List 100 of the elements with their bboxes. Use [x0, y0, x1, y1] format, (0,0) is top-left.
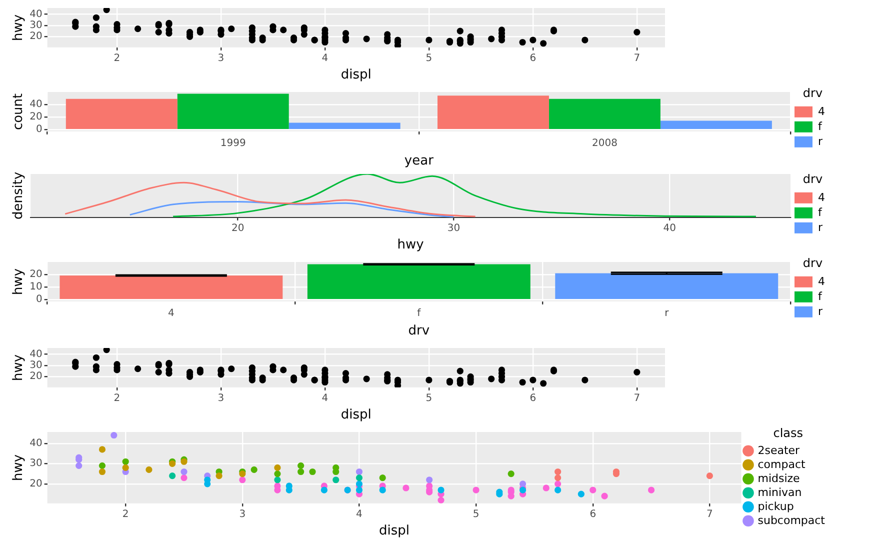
legend-title: drv — [802, 172, 823, 186]
point — [274, 476, 281, 484]
point — [274, 464, 281, 471]
point — [356, 474, 363, 482]
point — [542, 484, 550, 492]
y-tick-label: 20 — [30, 478, 42, 490]
legend-label: 4 — [818, 190, 825, 204]
legend-label: minivan — [758, 486, 802, 499]
point — [356, 486, 363, 494]
point — [110, 432, 118, 439]
y-tick-label: 0 — [36, 294, 42, 306]
y-tick-label: 20 — [30, 31, 42, 42]
point — [274, 470, 281, 478]
legend-label: f — [818, 120, 823, 133]
legend-title: class — [773, 426, 804, 440]
legend-label: 2seater — [758, 444, 800, 457]
legend-label: compact — [758, 458, 806, 471]
y-axis-title: hwy — [11, 268, 26, 295]
x-tick-label: 3 — [239, 508, 246, 520]
x-tick-label: f — [417, 308, 422, 319]
x-tick-label: 2 — [114, 392, 120, 404]
point — [169, 472, 176, 480]
legend-label: subcompact — [758, 514, 826, 527]
y-tick-label: 30 — [30, 20, 42, 32]
point — [98, 462, 106, 469]
point — [426, 476, 433, 484]
point — [438, 496, 444, 504]
point — [216, 472, 222, 480]
point — [508, 470, 514, 478]
x-tick-label: 5 — [426, 52, 432, 64]
bar — [66, 98, 178, 130]
y-axis-title: hwy — [11, 454, 26, 481]
point — [250, 466, 258, 474]
legend-label: f — [818, 290, 823, 303]
point — [180, 474, 188, 482]
y-tick-label: 20 — [30, 371, 42, 382]
x-tick-label: 2008 — [592, 138, 618, 149]
x-tick-label: 40 — [663, 222, 676, 234]
x-tick-label: 5 — [472, 508, 480, 520]
y-tick-label: 20 — [30, 112, 42, 123]
legend-title: drv — [802, 86, 823, 100]
bar — [177, 94, 289, 130]
point — [356, 468, 363, 476]
x-tick-label: 4 — [356, 508, 362, 520]
y-tick-label: 0 — [36, 124, 42, 136]
point — [239, 476, 246, 484]
bar — [660, 120, 772, 130]
x-tick-label: 30 — [447, 222, 460, 234]
point — [554, 474, 562, 482]
y-tick-label: 40 — [30, 8, 42, 20]
x-tick-label: 4 — [322, 52, 328, 64]
y-tick-label: 10 — [30, 282, 42, 293]
point — [122, 464, 129, 471]
point — [519, 480, 526, 488]
y-axis-title: count — [11, 93, 26, 130]
point — [578, 490, 584, 498]
y-axis-title: hwy — [11, 354, 26, 381]
y-tick-label: 40 — [30, 438, 42, 449]
x-tick-label: 1999 — [220, 138, 246, 149]
point — [146, 466, 152, 474]
point — [320, 486, 328, 494]
point — [472, 486, 480, 494]
x-tick-label: 2 — [114, 52, 120, 64]
legend-label: f — [818, 206, 823, 219]
point — [590, 486, 596, 494]
point — [298, 468, 304, 476]
x-tick-label: 6 — [530, 392, 536, 404]
x-tick-label: 20 — [231, 222, 244, 234]
point — [332, 464, 340, 471]
x-tick-label: 7 — [634, 52, 640, 64]
legend-title: drv — [802, 256, 823, 270]
x-tick-label: 7 — [706, 508, 713, 520]
x-axis-title: displ — [340, 408, 372, 423]
y-tick-label: 40 — [30, 99, 42, 110]
point — [379, 486, 386, 494]
x-tick-label: 3 — [218, 392, 224, 404]
x-tick-label: 2 — [122, 508, 129, 520]
bar — [548, 98, 660, 130]
point — [76, 462, 82, 469]
y-tick-label: 30 — [30, 360, 42, 372]
y-axis-title: density — [11, 172, 26, 220]
x-axis-title: displ — [379, 524, 410, 539]
point — [332, 476, 340, 484]
y-axis-title: hwy — [11, 14, 26, 41]
bar — [437, 96, 549, 130]
point — [438, 486, 444, 494]
point — [648, 486, 655, 494]
point — [601, 492, 608, 500]
legend-label: midsize — [758, 472, 800, 485]
y-tick-label: 30 — [30, 458, 42, 470]
x-tick-label: 3 — [218, 52, 224, 64]
point — [98, 446, 106, 453]
y-tick-label: 40 — [30, 348, 42, 360]
x-axis-title: drv — [408, 324, 430, 339]
x-tick-label: 5 — [426, 392, 432, 404]
point — [554, 468, 562, 476]
point — [122, 458, 129, 465]
legend-label: pickup — [758, 500, 794, 513]
x-tick-label: 4 — [322, 392, 328, 404]
x-tick-label: 4 — [168, 308, 174, 319]
